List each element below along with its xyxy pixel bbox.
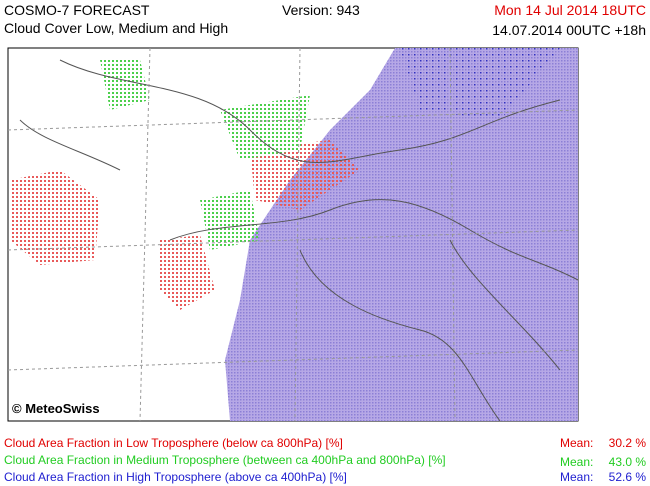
credit: © MeteoSwiss [12,401,100,416]
mean-value: 52.6 % [608,470,646,484]
run-time: 14.07.2014 00UTC +18h [492,22,646,38]
borders [19,59,579,422]
mean-value: 43.0 % [608,455,646,469]
version: Version: 943 [282,2,360,18]
mid-cloud-area [100,60,150,110]
mean-value: 30.2 % [608,436,646,450]
low-cloud-area [10,170,100,265]
mean-label: Mean: [560,455,594,469]
high-cloud-area [225,48,578,421]
legend-low: Cloud Area Fraction in Low Troposphere (… [4,436,343,450]
high-cloud-sparse [400,48,560,120]
mean-label: Mean: [560,436,594,450]
mean-label: Mean: [560,470,594,484]
valid-time: Mon 14 Jul 2014 18UTC [494,2,646,18]
graticule [7,47,579,422]
subtitle: Cloud Cover Low, Medium and High [4,20,229,36]
low-cloud-area [160,235,215,310]
mid-cloud-area [200,190,260,250]
mid-cloud-area [220,95,310,160]
low-cloud-area [250,140,360,210]
legend-high: Cloud Area Fraction in High Troposphere … [4,470,347,484]
legend-mid: Cloud Area Fraction in Medium Tropospher… [4,453,446,467]
title: COSMO-7 FORECAST [4,2,150,18]
